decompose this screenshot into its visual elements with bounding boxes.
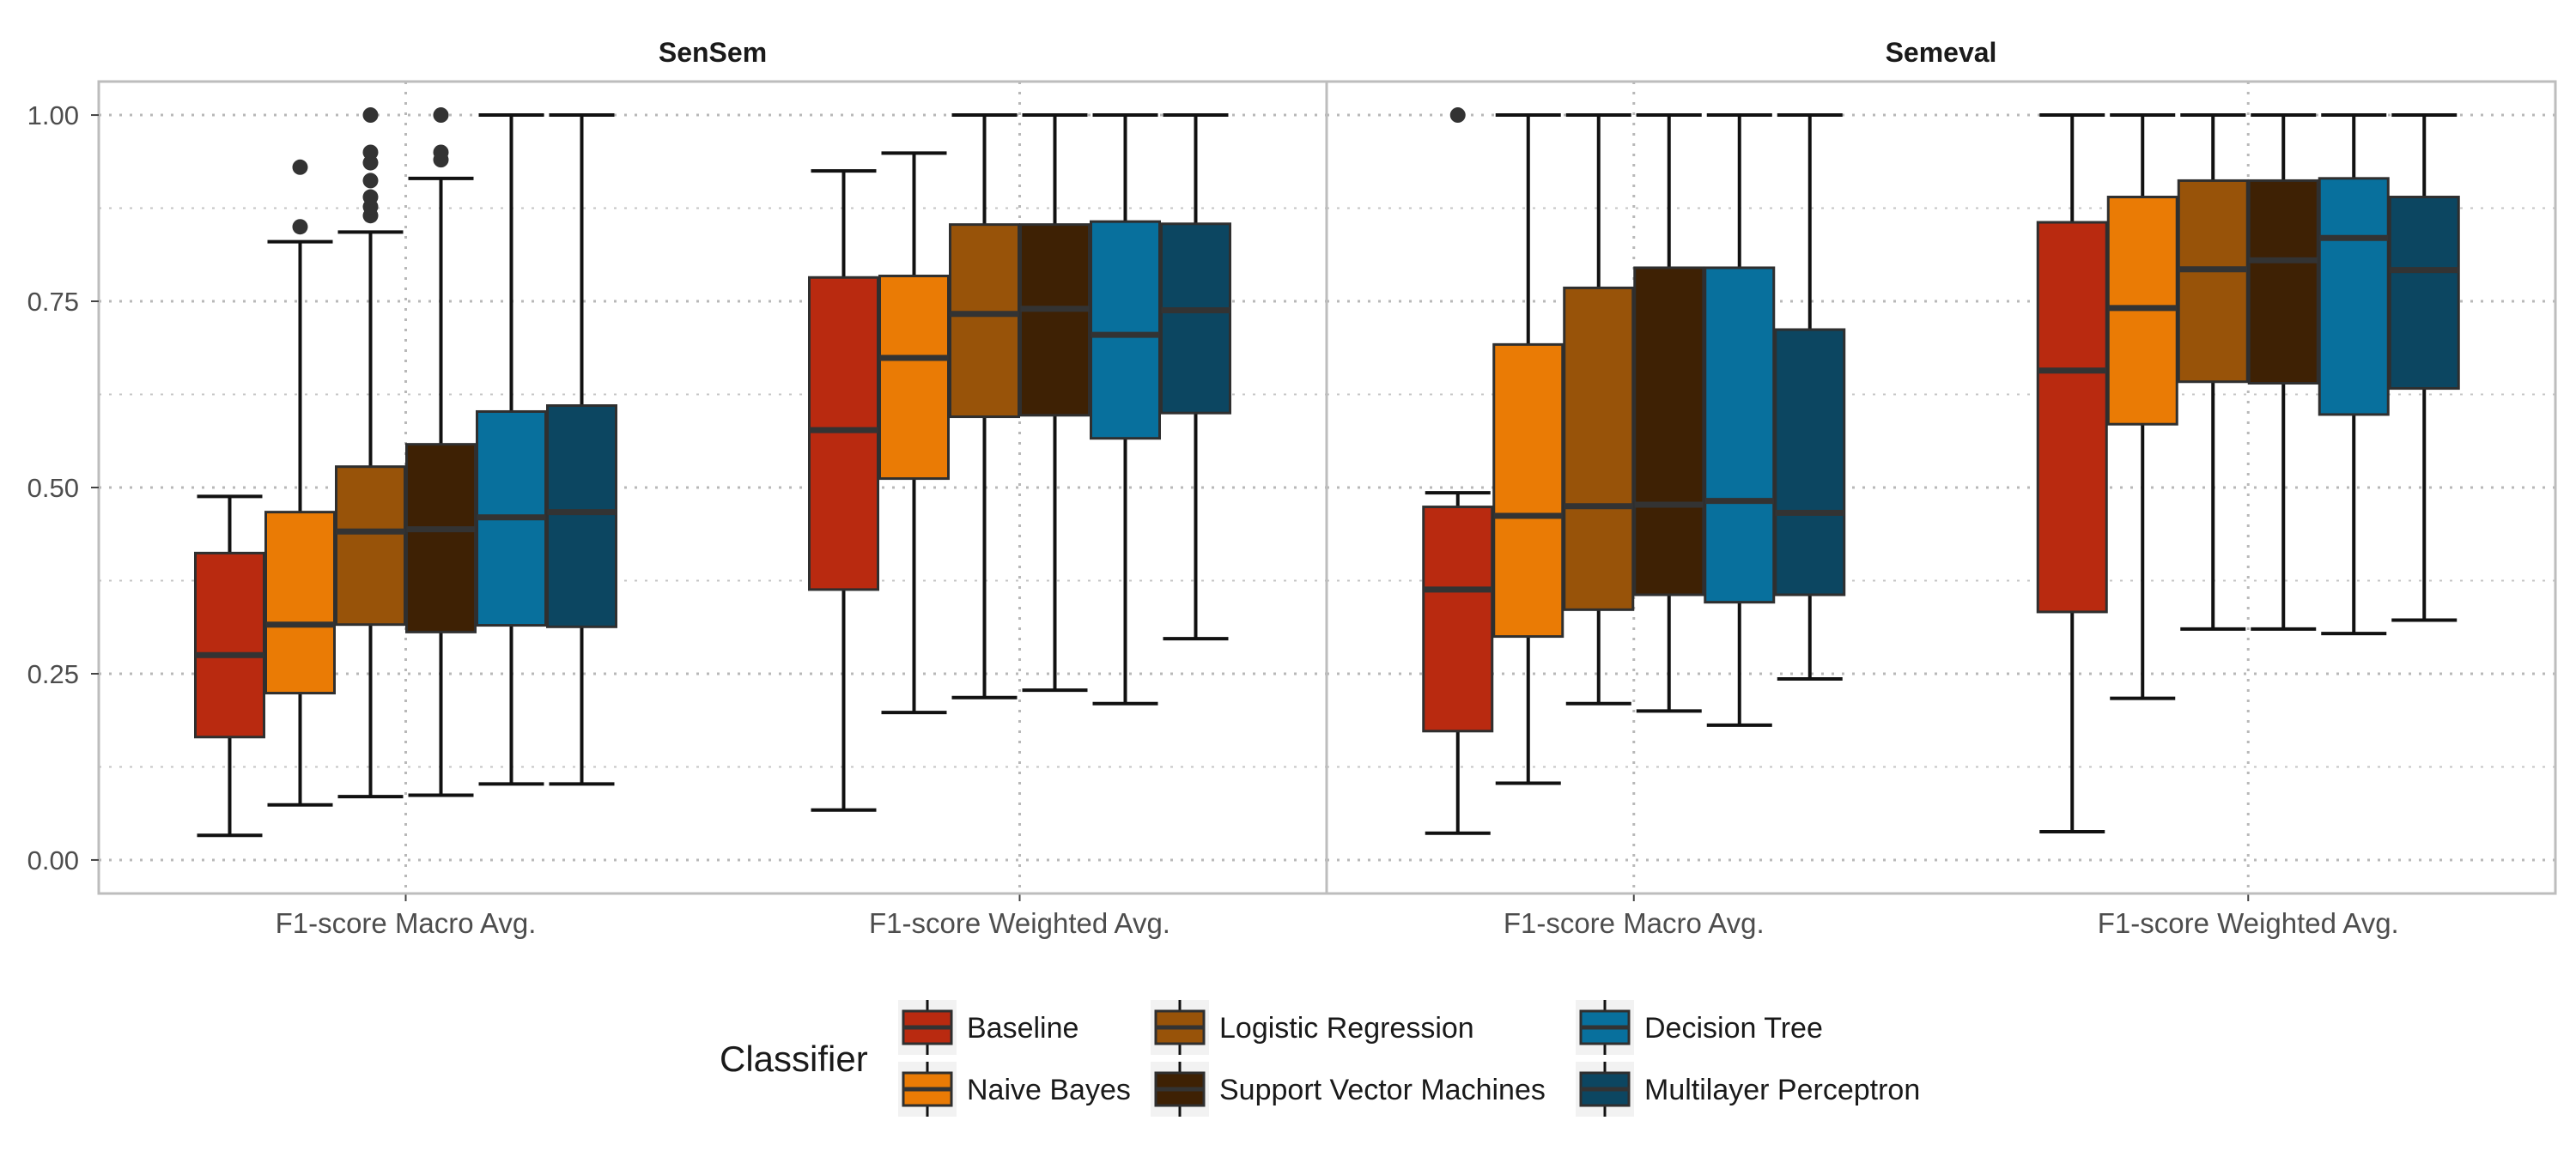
panel-border [1325,80,2557,895]
box-baseline [1422,506,1494,733]
y-tick-label: 0.50 [27,473,79,503]
box-baseline [808,276,879,591]
box-decision-tree [1704,266,1776,604]
box-logistic-regression [1563,286,1635,611]
box-logistic-regression [335,465,406,627]
box-multilayer-perceptron [1160,222,1231,415]
y-tick-label: 1.00 [27,100,79,130]
x-tick-label: F1-score Macro Avg. [276,907,537,939]
y-tick-label: 0.75 [27,287,79,317]
y-tick-label: 0.25 [27,659,79,689]
box-support-vector-machines [405,443,477,633]
box-naive-bayes [878,275,950,481]
box-decision-tree [2318,177,2390,416]
x-tick-label: F1-score Weighted Avg. [2098,907,2399,939]
box-support-vector-machines [2247,179,2319,385]
outlier-point [433,107,449,124]
box-decision-tree [1090,220,1161,440]
outlier-point [362,173,379,189]
box-multilayer-perceptron [1774,328,1846,597]
outlier-point [1449,107,1466,124]
box-support-vector-machines [1633,266,1705,597]
legend-label: Logistic Regression [1219,1012,1474,1045]
legend-title: Classifier [720,1039,868,1079]
box-naive-bayes [264,511,336,695]
outlier-point [292,219,308,235]
box-support-vector-machines [1019,223,1091,417]
outlier-point [433,144,449,161]
y-tick-label: 0.00 [27,845,79,875]
panel-title: SenSem [659,37,767,68]
legend-label: Support Vector Machines [1219,1074,1546,1106]
x-tick-label: F1-score Macro Avg. [1504,907,1765,939]
box-multilayer-perceptron [546,404,617,628]
box-logistic-regression [2177,179,2249,384]
legend-label: Decision Tree [1644,1012,1823,1045]
legend-label: Multilayer Perceptron [1644,1074,1920,1106]
outlier-point [362,107,379,124]
panel-background [99,82,1327,893]
legend-label: Baseline [967,1012,1078,1045]
box-logistic-regression [949,223,1020,419]
box-multilayer-perceptron [2388,196,2460,391]
outlier-point [292,159,308,175]
box-naive-bayes [1492,342,1564,639]
panel-title: Semeval [1886,37,1997,68]
outlier-point [362,189,379,205]
box-baseline [194,551,265,739]
x-tick-label: F1-score Weighted Avg. [869,907,1170,939]
box-baseline [2036,221,2108,614]
legend-label: Naive Bayes [967,1074,1131,1106]
outlier-point [362,144,379,161]
